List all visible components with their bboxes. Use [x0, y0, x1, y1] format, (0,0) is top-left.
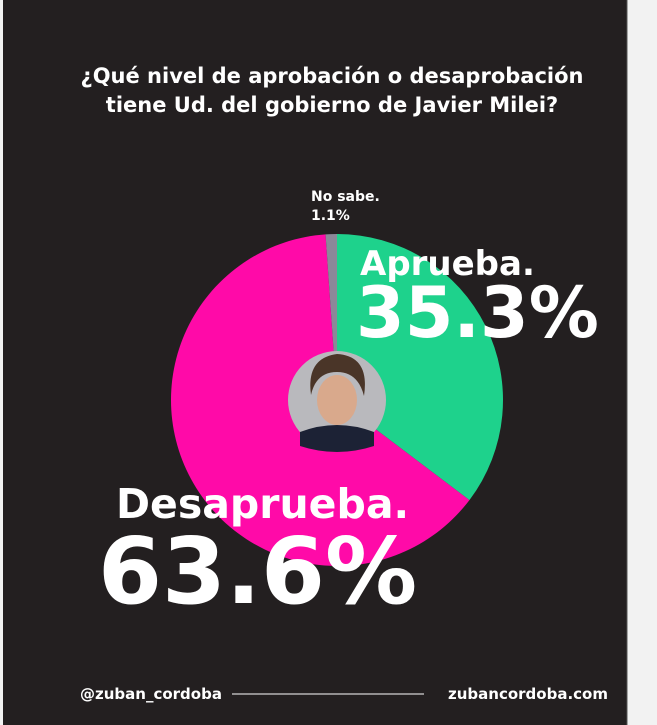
photo-hair — [310, 354, 365, 396]
slice-value-label: 1.1% — [311, 208, 350, 224]
chart-title: tiene Ud. del gobierno de Javier Milei? — [106, 93, 558, 117]
slice-label: Aprueba. — [360, 244, 535, 284]
footer-handle: @zuban_cordoba — [80, 685, 222, 703]
slice-label: Desaprueba. — [116, 480, 409, 528]
photo — [288, 351, 386, 452]
photo-suit — [300, 425, 374, 452]
slice-label: No sabe. — [311, 189, 380, 205]
pie-slice — [337, 234, 503, 501]
photo-face — [317, 375, 357, 425]
chart-title: ¿Qué nivel de aprobación o desaprobación — [81, 64, 584, 88]
footer-website: zubancordoba.com — [448, 685, 608, 703]
slice-value-label: 35.3% — [356, 272, 599, 354]
slice-value-label: 63.6% — [98, 518, 417, 625]
